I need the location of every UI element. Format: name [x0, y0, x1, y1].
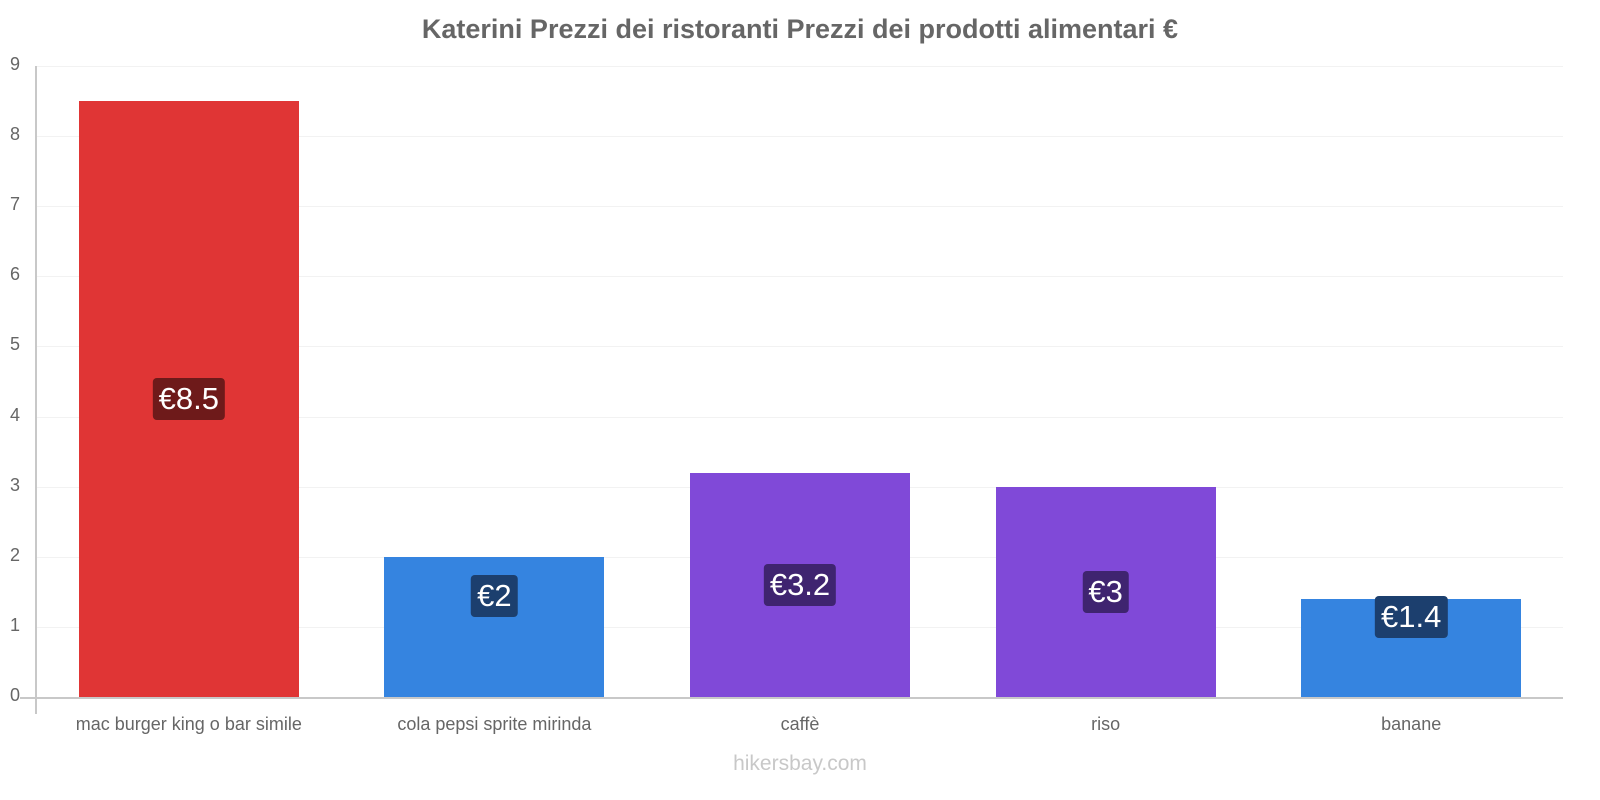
y-tick-label: 8 [9, 124, 20, 144]
bar-value-label: €3.2 [763, 563, 837, 606]
chart-title: Katerini Prezzi dei ristoranti Prezzi de… [421, 14, 1179, 44]
y-tick-label: 6 [9, 264, 20, 284]
y-tick-label: 9 [9, 54, 20, 74]
y-tick-label: 3 [9, 475, 20, 495]
watermark-footer: hikersbay.com [733, 752, 867, 775]
x-axis-line [20, 697, 1563, 699]
gridline [36, 206, 1563, 207]
bar-value-label: €1.4 [1375, 595, 1448, 638]
bar-value-label: €3 [1082, 570, 1129, 613]
x-category-label: banane [1381, 714, 1442, 734]
y-tick-label: 5 [9, 334, 20, 354]
gridline [36, 66, 1563, 67]
gridline [36, 136, 1563, 137]
y-axis-line [35, 66, 37, 714]
y-tick-label: 1 [9, 615, 20, 635]
bar-value-label: €2 [471, 575, 518, 617]
x-category-label: mac burger king o bar simile [75, 714, 302, 734]
gridline [36, 346, 1563, 347]
x-category-label: caffè [780, 714, 820, 734]
y-tick-label: 2 [9, 545, 20, 565]
gridline [36, 417, 1563, 418]
x-category-label: riso [1091, 714, 1121, 734]
y-tick-label: 7 [9, 194, 20, 214]
bar-value-label: €8.5 [152, 378, 225, 421]
y-tick-label: 0 [9, 685, 20, 705]
gridline [36, 276, 1563, 277]
y-tick-label: 4 [9, 405, 20, 425]
x-category-label: cola pepsi sprite mirinda [397, 714, 592, 734]
